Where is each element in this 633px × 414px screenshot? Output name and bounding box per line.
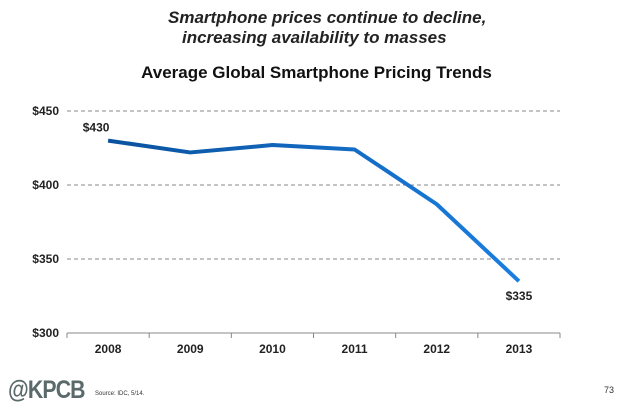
y-tick-label: $300 [32,326,59,340]
data-label: $430 [83,121,110,135]
page-number: 73 [604,385,615,395]
y-tick-label: $350 [32,252,59,266]
price-line [107,138,521,283]
kpcb-logo: @KPCB [8,376,86,404]
y-tick-label: $450 [32,104,59,118]
x-tick-label: 2012 [423,342,450,356]
data-label: $335 [506,289,533,303]
y-tick-label: $400 [32,178,59,192]
x-tick-label: 2008 [95,342,122,356]
headline-line-2: increasing availability to masses [182,28,447,47]
x-tick-label: 2013 [506,342,533,356]
headline-line-1: Smartphone prices continue to decline, [168,8,487,27]
x-tick-label: 2009 [177,342,204,356]
x-tick-label: 2011 [342,342,368,356]
x-tick-label: 2010 [259,342,286,356]
chart-title: Average Global Smartphone Pricing Trends [141,63,492,82]
source-note: Source: IDC, 5/14. [95,391,145,397]
